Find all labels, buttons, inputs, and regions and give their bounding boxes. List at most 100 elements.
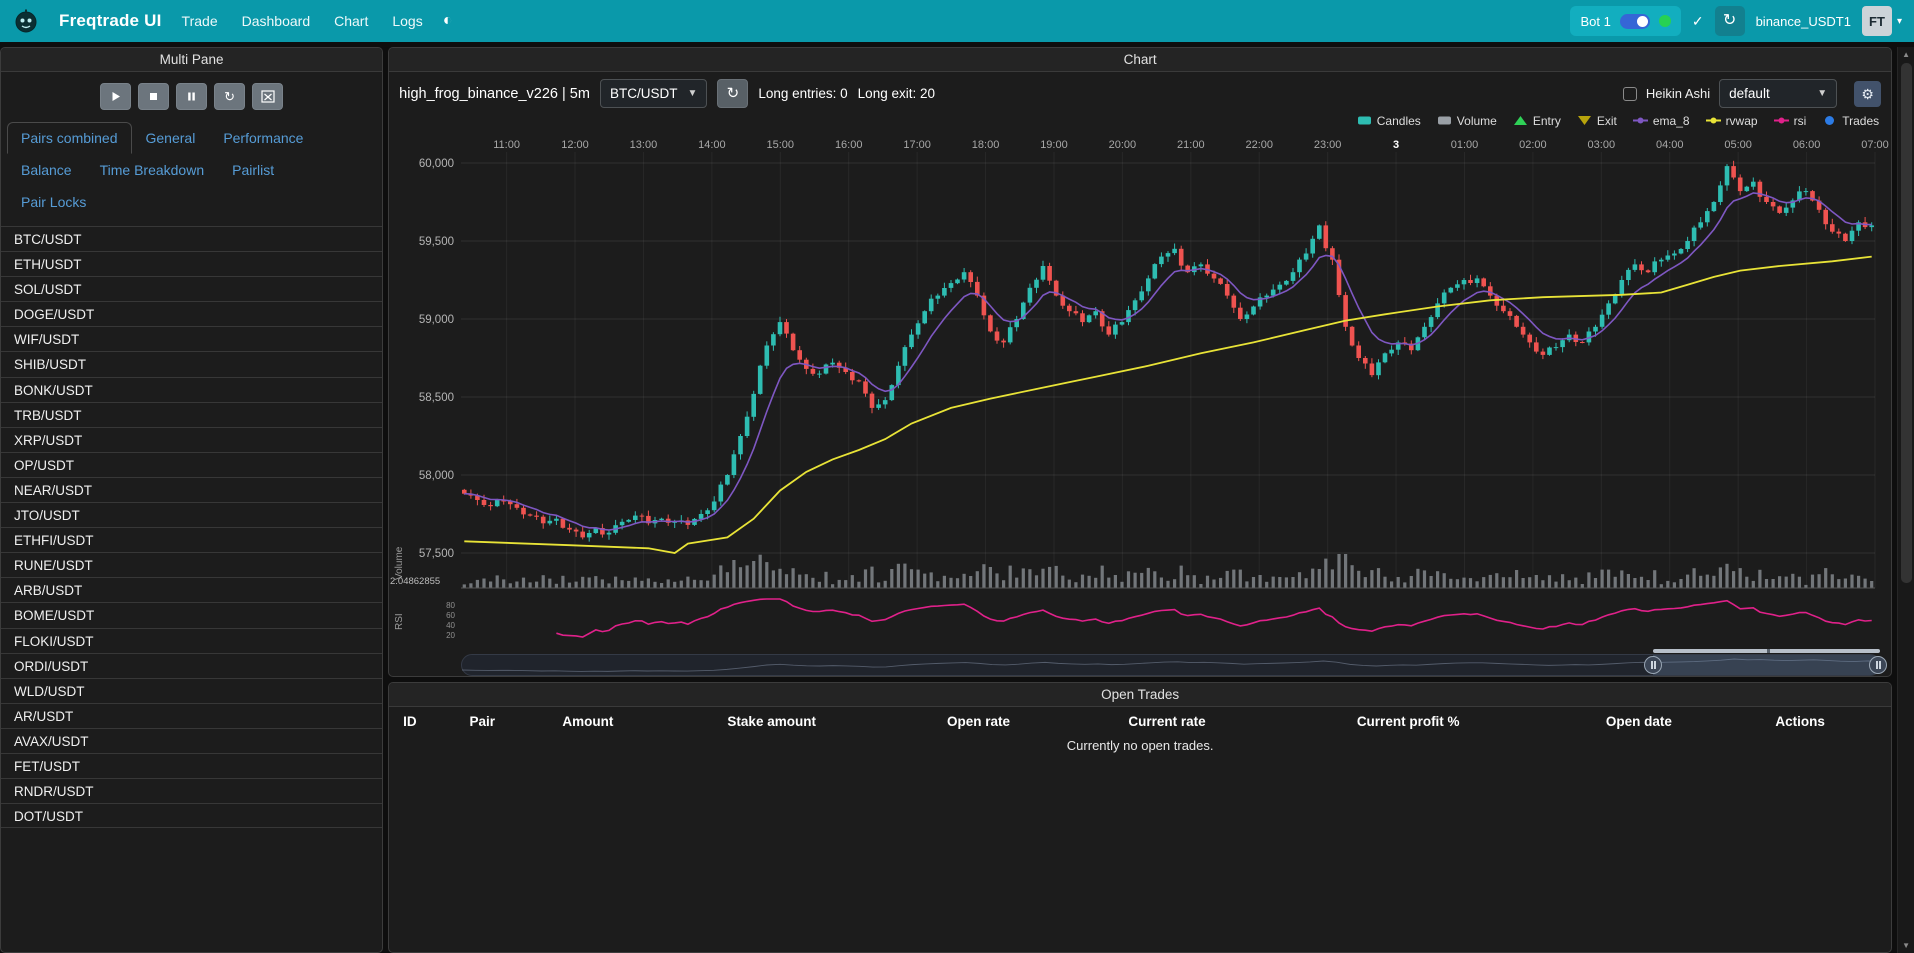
- svg-text:40: 40: [446, 621, 455, 630]
- drag-grip-icon: [1875, 661, 1881, 669]
- legend-item-exit[interactable]: Exit: [1577, 114, 1617, 128]
- pair-select[interactable]: BTC/USDT ▼: [599, 79, 708, 108]
- pair-row-bonk[interactable]: BONK/USDT: [1, 376, 383, 402]
- bot-online-dot: [1658, 15, 1671, 27]
- bot-selector[interactable]: Bot 1: [1570, 6, 1681, 36]
- pair-row-ethfi[interactable]: ETHFI/USDT: [1, 527, 383, 552]
- stop-button[interactable]: [138, 83, 170, 110]
- navigator-right-handle[interactable]: [1869, 656, 1888, 674]
- pair-row-dot[interactable]: DOT/USDT: [1, 803, 383, 829]
- scrollbar-down-arrow[interactable]: ▼: [1902, 941, 1911, 950]
- svg-text:17:00: 17:00: [904, 139, 932, 151]
- heikin-ashi-label: Heikin Ashi: [1645, 86, 1711, 101]
- pair-row-bome[interactable]: BOME/USDT: [1, 602, 383, 627]
- svg-text:60: 60: [446, 611, 455, 620]
- pair-row-sol[interactable]: SOL/USDT: [1, 276, 383, 301]
- nav-menu: Trade Dashboard Chart Logs: [182, 13, 423, 29]
- multi-pane-tabs: Pairs combined General Performance Balance T…: [1, 122, 382, 218]
- navigator-range-bar[interactable]: [1653, 649, 1881, 653]
- tab-performance[interactable]: Performance: [223, 130, 304, 146]
- svg-text:3: 3: [1393, 139, 1399, 151]
- tab-pairs-combined[interactable]: Pairs combined: [7, 122, 132, 154]
- avatar: FT: [1861, 6, 1892, 36]
- tab-time-breakdown[interactable]: Time Breakdown: [99, 162, 205, 178]
- open-trades-header: Open Trades: [389, 683, 1892, 707]
- tab-pair-locks[interactable]: Pair Locks: [21, 194, 87, 210]
- chart-refresh-button[interactable]: ↻: [717, 79, 749, 108]
- tab-balance[interactable]: Balance: [21, 162, 72, 178]
- legend-item-ema_8[interactable]: ema_8: [1632, 113, 1690, 128]
- tab-pairlist[interactable]: Pairlist: [232, 162, 275, 178]
- chart-legend: Candles Volume Entry Exit ema_8 rvwap rsi Trade…: [389, 112, 1891, 132]
- pane-controls: ↻: [1, 72, 382, 122]
- svg-text:20:00: 20:00: [1109, 139, 1137, 151]
- toggle-knob: [1636, 15, 1648, 27]
- heikin-ashi-checkbox[interactable]: [1622, 86, 1637, 101]
- column-header-id: ID: [403, 714, 417, 729]
- svg-text:80: 80: [446, 601, 455, 610]
- scrollbar[interactable]: ▲ ▼: [1897, 47, 1914, 953]
- pair-row-op[interactable]: OP/USDT: [1, 451, 383, 477]
- legend-label: Entry: [1532, 113, 1561, 128]
- brand-title[interactable]: Freqtrade UI: [59, 11, 162, 30]
- bot-toggle[interactable]: [1619, 13, 1650, 29]
- pair-row-floki[interactable]: FLOKI/USDT: [1, 627, 383, 653]
- pair-row-arb[interactable]: ARB/USDT: [1, 577, 383, 602]
- candlestick-chart[interactable]: 11:00 12:00 13:00 14:00 15:00 16:00 17:00 18:00…: [389, 132, 1891, 652]
- pause-button[interactable]: [176, 83, 208, 110]
- legend-label: rsi: [1793, 113, 1807, 128]
- legend-item-rvwap[interactable]: rvwap: [1705, 114, 1758, 128]
- long-entries-label: Long entries: 0: [758, 86, 848, 101]
- clear-chart-button[interactable]: [252, 83, 284, 110]
- pair-row-trb[interactable]: TRB/USDT: [1, 401, 383, 427]
- nav-item-dashboard[interactable]: Dashboard: [241, 13, 311, 29]
- pair-row-rndr[interactable]: RNDR/USDT: [1, 778, 383, 803]
- refresh-button[interactable]: ↻: [1714, 6, 1745, 36]
- theme-toggle-icon[interactable]: ◐: [442, 12, 453, 29]
- pair-row-near[interactable]: NEAR/USDT: [1, 476, 383, 502]
- tab-general[interactable]: General: [145, 130, 196, 146]
- pair-row-xrp[interactable]: XRP/USDT: [1, 426, 383, 452]
- plot-config-select[interactable]: default ▼: [1719, 79, 1838, 108]
- scrollbar-up-arrow[interactable]: ▲: [1902, 50, 1911, 59]
- pair-row-shib[interactable]: SHIB/USDT: [1, 351, 383, 376]
- legend-label: ema_8: [1652, 113, 1690, 128]
- legend-label: Volume: [1456, 113, 1497, 128]
- chart-navigator[interactable]: [461, 649, 1888, 676]
- reload-button[interactable]: ↻: [214, 83, 246, 110]
- svg-text:Volume: Volume: [394, 546, 405, 580]
- svg-text:03:00: 03:00: [1588, 139, 1616, 151]
- legend-label: Trades: [1842, 113, 1880, 128]
- pair-row-wif[interactable]: WIF/USDT: [1, 326, 383, 351]
- pair-row-ordi[interactable]: ORDI/USDT: [1, 652, 383, 678]
- pair-row-doge[interactable]: DOGE/USDT: [1, 301, 383, 326]
- legend-item-volume[interactable]: Volume: [1437, 114, 1497, 128]
- play-button[interactable]: [100, 83, 132, 110]
- nav-item-chart[interactable]: Chart: [334, 13, 369, 29]
- nav-item-trade[interactable]: Trade: [181, 13, 218, 29]
- navigator-range-tick: [1766, 649, 1770, 653]
- column-header-current-rate: Current rate: [1128, 714, 1206, 729]
- user-menu[interactable]: FT ▾: [1861, 6, 1902, 36]
- legend-item-candles[interactable]: Candles: [1357, 114, 1421, 128]
- pair-row-avax[interactable]: AVAX/USDT: [1, 727, 383, 753]
- pair-row-rune[interactable]: RUNE/USDT: [1, 552, 383, 577]
- column-header-pair: Pair: [469, 714, 496, 729]
- legend-item-trades[interactable]: Trades: [1822, 114, 1879, 128]
- pair-row-fet[interactable]: FET/USDT: [1, 752, 383, 778]
- pair-row-wld[interactable]: WLD/USDT: [1, 677, 383, 703]
- legend-item-rsi[interactable]: rsi: [1773, 113, 1807, 128]
- legend-item-entry[interactable]: Entry: [1513, 114, 1561, 128]
- pair-row-eth[interactable]: ETH/USDT: [1, 251, 383, 276]
- volume-marker-icon: [1437, 116, 1451, 125]
- chevron-down-icon: ▾: [1896, 15, 1902, 27]
- navigator-left-handle[interactable]: [1644, 656, 1663, 674]
- nav-item-logs[interactable]: Logs: [392, 13, 423, 29]
- navigator-selection[interactable]: [1653, 655, 1881, 675]
- pair-row-jto[interactable]: JTO/USDT: [1, 502, 383, 527]
- pair-row-ar[interactable]: AR/USDT: [1, 702, 383, 728]
- gear-icon[interactable]: ⚙: [1854, 80, 1882, 107]
- svg-text:21:00: 21:00: [1177, 139, 1205, 151]
- pair-row-btc[interactable]: BTC/USDT: [1, 226, 383, 251]
- scrollbar-thumb[interactable]: [1901, 63, 1913, 583]
